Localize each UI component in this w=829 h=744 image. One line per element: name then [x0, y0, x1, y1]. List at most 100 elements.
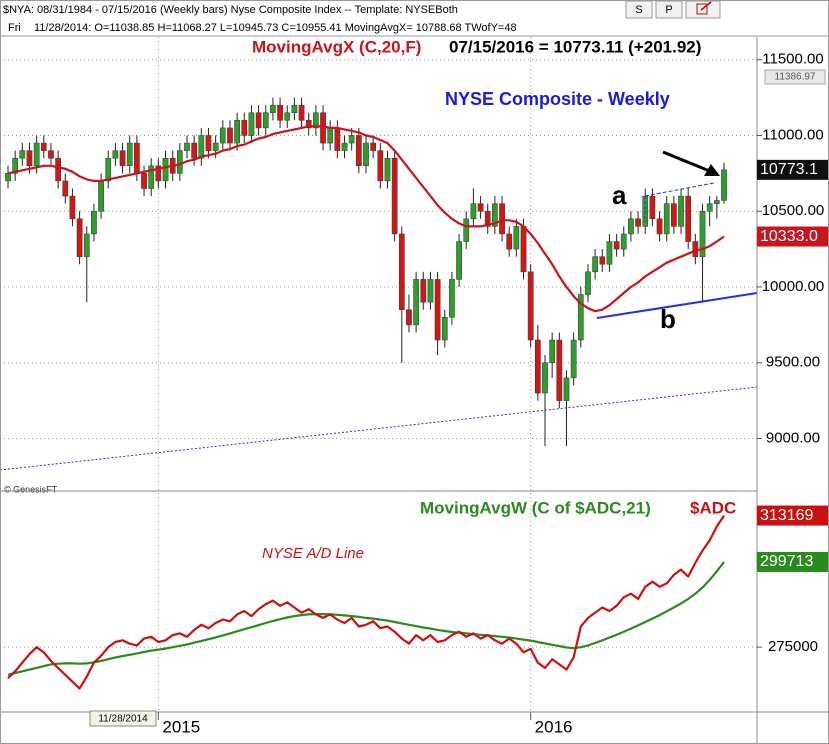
candle-body: [76, 218, 83, 257]
candle-body: [713, 200, 720, 204]
candle-body: [520, 226, 527, 273]
candle-body: [313, 112, 319, 129]
candle-body: [327, 127, 334, 144]
candle-body: [477, 203, 484, 212]
candle-body: [635, 218, 641, 227]
candle-body: [534, 339, 541, 394]
y-axis: 11500.00 11000.00 10500.00 10000.00 9500.00 9…: [757, 51, 829, 655]
candle-body: [248, 112, 255, 136]
y-tick-label: 9000.00: [766, 429, 820, 446]
value-label: 10773.1: [760, 161, 818, 178]
y-tick-label: 11000.00: [762, 126, 823, 143]
candle-body: [12, 157, 19, 174]
arrow-shaft: [662, 150, 713, 174]
candle-body: [556, 339, 563, 401]
candle-body: [126, 142, 133, 167]
candle-body: [48, 150, 54, 159]
candle-body: [678, 195, 684, 227]
y-tick-label: 10500.00: [762, 202, 825, 219]
header-readout: 11/28/2014: O=11038.85 H=11068.27 L=1094…: [34, 22, 517, 34]
candle-body: [413, 279, 419, 326]
candle-body: [599, 256, 606, 265]
candle-body: [549, 339, 556, 363]
cursor-date-box: [89, 710, 157, 727]
candle-body: [671, 203, 677, 227]
header-line: $NYA: 08/31/1984 - 07/15/2016 (Weekly ba…: [3, 4, 458, 16]
series-line: [7, 561, 725, 676]
candle-body: [176, 150, 183, 174]
candle-body: [542, 362, 548, 394]
candle-body: [348, 135, 355, 144]
button-label[interactable]: S: [635, 4, 642, 16]
candle-body: [134, 142, 140, 174]
candle-body: [499, 203, 505, 235]
candle-body: [91, 210, 97, 235]
value-label: 10333.0: [760, 228, 818, 245]
y-tick-label: 9500.00: [766, 354, 820, 371]
candle-body: [19, 150, 26, 159]
candle-body: [334, 127, 341, 151]
candle-body: [148, 165, 155, 189]
candle-body: [5, 173, 11, 182]
candle-body: [98, 180, 104, 212]
marker-label: 11386.97: [775, 72, 816, 83]
button-icon[interactable]: [696, 3, 708, 15]
header-day: Fri: [8, 22, 21, 34]
button-label[interactable]: P: [665, 4, 672, 16]
y-tick-label: 11500.00: [762, 51, 823, 68]
candle-body: [198, 135, 205, 159]
candle-body: [570, 339, 577, 379]
candle-body: [592, 256, 598, 273]
candle-body: [384, 157, 391, 182]
y-axis-strip: [757, 37, 829, 712]
candle-body: [492, 203, 498, 227]
candle-body: [83, 233, 90, 257]
candle-body: [656, 218, 663, 235]
candle-body: [470, 203, 477, 220]
value-label-box: [757, 551, 829, 572]
series-line: [7, 125, 725, 313]
candle-body: [527, 271, 534, 341]
legend-entry: MovingAvgW (C of $ADC,21): [420, 498, 651, 517]
candle-body: [513, 226, 520, 250]
candle-body: [721, 169, 727, 201]
candle-body: [40, 142, 47, 151]
candle-body: [262, 112, 269, 129]
candle-body: [427, 279, 434, 303]
ma-readout: 07/15/2016 = 10773.11 (+201.92): [449, 37, 701, 56]
arrow-head: [704, 164, 720, 176]
x-tick-label: 2015: [162, 717, 200, 736]
candle-body: [370, 142, 377, 151]
candle-body: [434, 279, 441, 341]
candle-body: [456, 241, 462, 280]
annotation: b: [660, 304, 676, 334]
candle-body: [69, 195, 76, 220]
candle-body: [119, 150, 126, 167]
candle-body: [162, 157, 169, 182]
candle-body: [26, 150, 33, 167]
lower-trendline: [596, 292, 758, 319]
candle-body: [585, 271, 591, 295]
candle-body: [577, 294, 584, 341]
copyright: © GenesisFT: [4, 484, 58, 494]
marker-label-box: [764, 69, 826, 85]
candle-body: [663, 203, 670, 235]
chart-title: NYSE Composite - Weekly: [445, 89, 670, 109]
candle-body: [191, 142, 198, 159]
candle-body: [184, 142, 190, 151]
button-icon[interactable]: [700, 1, 712, 11]
candle-body: [699, 210, 706, 257]
candle-body: [563, 377, 570, 401]
candle-body: [205, 135, 212, 151]
candle-body: [298, 104, 305, 121]
candle-body: [685, 195, 692, 242]
candle-body: [377, 150, 384, 182]
value-label-box: [757, 505, 829, 526]
candle-body: [284, 112, 291, 121]
candle-body: [391, 157, 398, 235]
candle-body: [219, 127, 226, 144]
candle-body: [441, 317, 448, 341]
candle-body: [241, 120, 248, 136]
